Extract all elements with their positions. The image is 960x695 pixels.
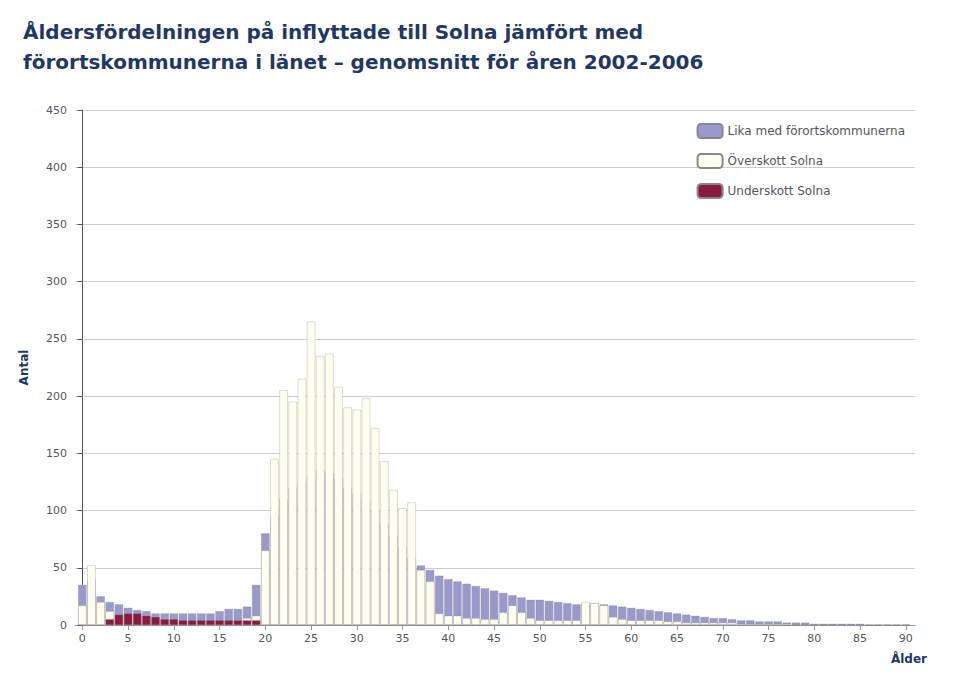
svg-text:70: 70 [716,632,730,645]
svg-text:Ålder: Ålder [891,651,927,666]
svg-text:35: 35 [396,632,410,645]
svg-text:80: 80 [807,632,821,645]
svg-text:65: 65 [670,632,684,645]
svg-text:350: 350 [46,218,67,231]
svg-text:85: 85 [853,632,867,645]
svg-text:Överskott Solna: Överskott Solna [728,152,823,168]
svg-text:Underskott Solna: Underskott Solna [728,184,831,198]
svg-text:450: 450 [46,104,67,117]
svg-text:0: 0 [79,632,86,645]
svg-text:0: 0 [60,619,67,632]
svg-text:förortskommunerna i länet – ge: förortskommunerna i länet – genomsnitt f… [23,50,703,74]
svg-text:300: 300 [46,275,67,288]
svg-text:10: 10 [167,632,181,645]
svg-text:15: 15 [213,632,227,645]
svg-text:50: 50 [53,561,67,574]
svg-text:90: 90 [899,632,913,645]
svg-text:60: 60 [624,632,638,645]
svg-text:40: 40 [441,632,455,645]
svg-text:200: 200 [46,390,67,403]
svg-text:250: 250 [46,332,67,345]
svg-text:20: 20 [258,632,272,645]
svg-text:30: 30 [350,632,364,645]
svg-text:75: 75 [762,632,776,645]
svg-text:50: 50 [533,632,547,645]
svg-text:100: 100 [46,504,67,517]
svg-text:55: 55 [579,632,593,645]
svg-text:400: 400 [46,161,67,174]
svg-text:Lika med förortskommunerna: Lika med förortskommunerna [728,124,905,138]
svg-text:150: 150 [46,447,67,460]
svg-text:5: 5 [125,632,132,645]
svg-text:Antal: Antal [17,350,31,386]
svg-text:25: 25 [304,632,318,645]
svg-text:45: 45 [487,632,501,645]
svg-text:Åldersfördelningen på inflytta: Åldersfördelningen på inflyttade till So… [23,20,643,44]
